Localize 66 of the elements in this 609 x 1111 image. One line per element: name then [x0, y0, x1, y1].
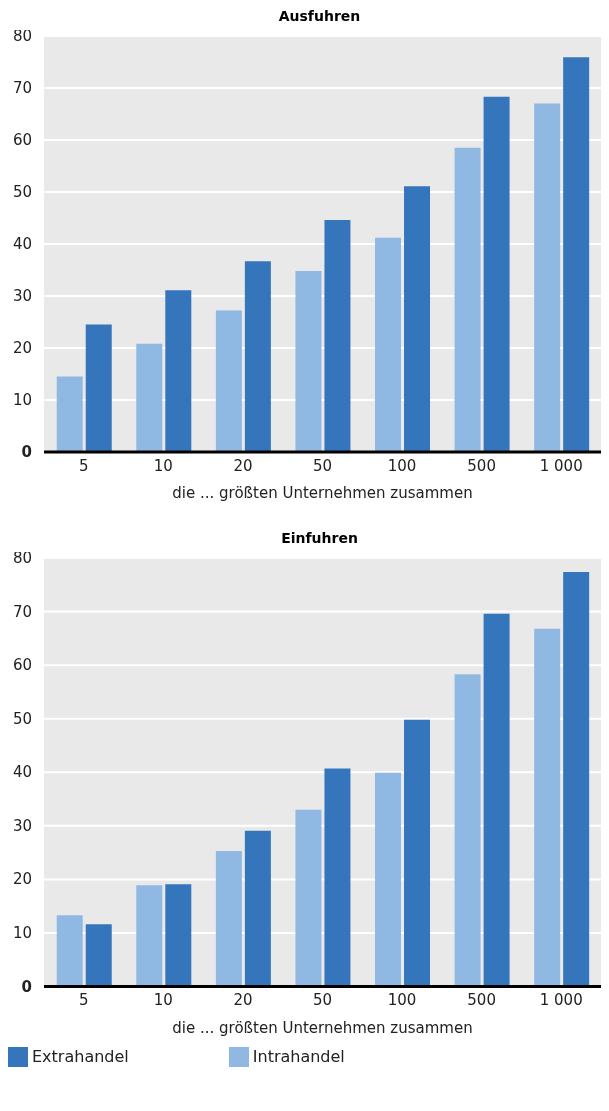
y-tick-label: 80	[12, 27, 32, 45]
x-tick-label: 1 000	[539, 991, 583, 1010]
bar	[563, 57, 590, 452]
x-tick-label: 20	[233, 456, 253, 475]
y-tick-label: 60	[12, 131, 32, 149]
bar	[215, 310, 242, 452]
y-tick-label: 30	[12, 816, 32, 835]
x-tick-label: 10	[153, 456, 173, 475]
bar	[244, 261, 271, 452]
x-tick-label: 5	[79, 991, 89, 1010]
legend-label: Intrahandel	[252, 1046, 345, 1066]
bar	[136, 343, 163, 452]
bar	[136, 885, 163, 987]
bar	[483, 96, 510, 452]
y-tick-label: 50	[12, 183, 32, 201]
bar	[404, 186, 431, 452]
bar	[165, 884, 192, 987]
y-tick-label: 20	[12, 870, 32, 889]
x-tick-label: 10	[153, 991, 173, 1010]
bar	[324, 220, 351, 452]
y-tick-label: 80	[12, 549, 32, 567]
y-tick-label: 0	[21, 977, 32, 996]
bar	[244, 830, 271, 987]
bar	[375, 772, 402, 987]
bar	[56, 915, 83, 987]
bar	[454, 674, 481, 987]
bar	[534, 628, 561, 987]
x-tick-label: 50	[312, 456, 333, 475]
y-tick-label: 50	[12, 709, 32, 728]
y-tick-label: 10	[12, 923, 32, 942]
bar	[563, 571, 590, 987]
x-tick-label: 20	[233, 991, 253, 1010]
legend-label: Extrahandel	[32, 1046, 129, 1066]
y-tick-label: 0	[21, 443, 32, 461]
x-tick-label: 500	[467, 991, 496, 1010]
x-tick-label: 500	[467, 456, 496, 475]
y-tick-label: 60	[12, 656, 32, 675]
x-tick-label: 1 000	[539, 456, 583, 475]
bar	[295, 271, 322, 452]
y-tick-label: 70	[12, 79, 32, 97]
x-tick-label: 5	[79, 456, 89, 475]
chart-title: Ausfuhren	[278, 8, 361, 24]
bar	[215, 850, 242, 987]
y-tick-label: 20	[12, 339, 32, 357]
bar	[56, 376, 83, 452]
bar	[534, 103, 561, 452]
y-tick-label: 70	[12, 602, 32, 621]
bar	[295, 809, 322, 987]
bar	[454, 147, 481, 452]
x-tick-label: 100	[387, 456, 417, 475]
bar	[324, 768, 351, 987]
x-tick-label: 100	[387, 991, 417, 1010]
bar	[165, 290, 192, 452]
x-axis-title: die ... größten Unternehmen zusammen	[172, 484, 473, 502]
bar	[85, 924, 112, 987]
y-tick-label: 40	[12, 763, 32, 782]
bar	[483, 613, 510, 987]
chart-title: Einfuhren	[281, 530, 358, 546]
bar	[85, 324, 112, 452]
y-tick-label: 40	[12, 235, 32, 253]
bar	[404, 719, 431, 987]
x-tick-label: 50	[312, 991, 333, 1010]
y-tick-label: 10	[12, 391, 32, 409]
bar	[375, 237, 402, 452]
x-axis-title: die ... größten Unternehmen zusammen	[172, 1018, 473, 1037]
y-tick-label: 30	[12, 287, 32, 305]
